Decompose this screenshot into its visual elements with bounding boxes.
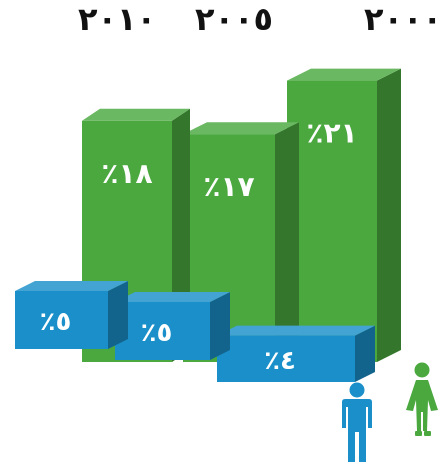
year-labels: ٢٠١٠ ٢٠٠٥ ٢٠٠٠ — [78, 0, 442, 38]
green-bar-label-0: ٪١٨ — [101, 157, 152, 190]
blue-box-1-front — [115, 302, 210, 360]
green-bar-2-side — [377, 68, 401, 362]
blue-box-2-top — [217, 325, 375, 336]
blue-box-2-side — [355, 325, 375, 382]
green-bar-label-2: ٪٢١ — [306, 117, 357, 150]
green-bar-2-top — [287, 68, 401, 81]
green-bar-1-top — [183, 122, 299, 135]
green-bar-2-front — [287, 80, 377, 362]
man-icon — [342, 382, 372, 462]
blue-box-label-1: ٪٥ — [141, 318, 173, 348]
blue-boxes: ٪٥ ٪٥ ٪٤ — [15, 281, 375, 382]
blue-box-0-front — [15, 291, 108, 349]
blue-box-2 — [217, 325, 375, 382]
green-bar-2 — [287, 68, 401, 362]
blue-box-1-top — [115, 292, 230, 302]
blue-box-1-side — [210, 292, 230, 360]
green-bar-0-top — [82, 108, 190, 121]
blue-box-label-2: ٪٤ — [264, 346, 296, 376]
blue-box-2-front — [217, 335, 355, 382]
woman-icon — [406, 362, 438, 436]
year-label-2000: ٢٠٠٠ — [364, 0, 442, 38]
blue-box-label-0: ٪٥ — [40, 307, 72, 337]
blue-box-0-side — [108, 281, 128, 349]
green-bar-label-1: ٪١٧ — [203, 170, 254, 203]
blue-box-0-top — [15, 281, 128, 291]
blue-box-1 — [115, 292, 230, 360]
blue-box-0 — [15, 281, 128, 349]
year-label-2010: ٢٠١٠ — [78, 0, 156, 38]
year-label-2005: ٢٠٠٥ — [195, 0, 273, 38]
green-bar-1-side — [275, 122, 299, 362]
legend — [342, 362, 438, 462]
